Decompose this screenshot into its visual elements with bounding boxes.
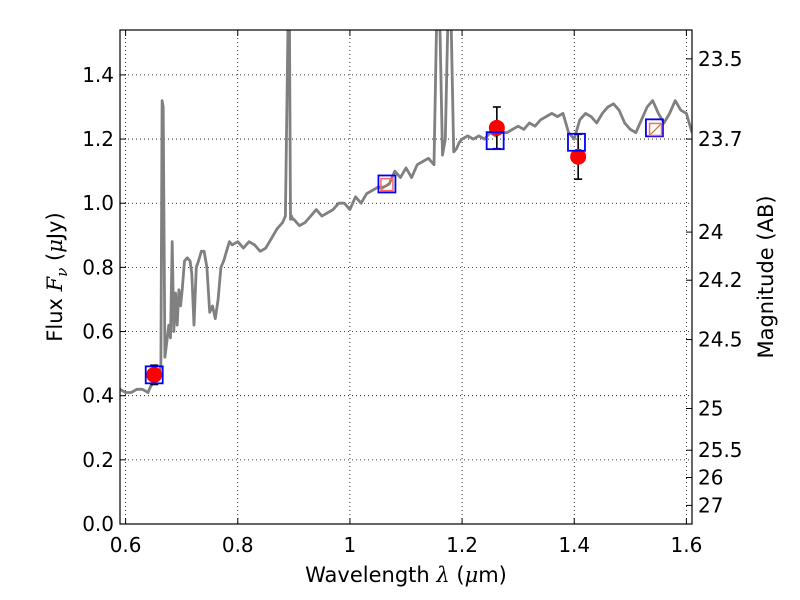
right-tick-label: 25 [698,397,723,421]
observed-point [146,366,163,383]
y-tick-label: 0.2 [82,448,114,472]
model-photometry-square [645,118,664,138]
right-tick-label: 23.7 [698,127,743,151]
x-tick-label: 1.4 [558,533,590,557]
right-tick-label: 24.2 [698,268,743,292]
y-tick-label: 0.4 [82,384,114,408]
y-axis-label: Flux Fν (μJy) [43,212,71,341]
y-tick-label: 0.0 [82,512,114,536]
right-tick-label: 25.5 [698,438,743,462]
right-tick-label: 23.5 [698,47,743,71]
y-tick-label: 0.8 [82,255,114,279]
plot-content [120,30,692,394]
right-tick-label: 26 [698,465,723,489]
series-layer [120,30,692,394]
plot-frame [119,29,693,525]
observed-point [488,119,505,136]
right-tick-label: 24 [698,220,723,244]
x-tick-label: 1.2 [446,533,478,557]
model-photometry-square [377,174,397,194]
right-axis-label: Magnitude (AB) [754,195,778,358]
plot-area [120,30,692,524]
ticks [120,30,692,525]
model-photometry-square [144,365,164,385]
y-tick-label: 0.6 [82,320,114,344]
x-tick-label: 1 [344,533,357,557]
model-photometry-square [567,132,586,152]
alt-photometry-mark [650,124,661,135]
sed-model-line [120,30,692,394]
right-tick-label: 24.5 [698,328,743,352]
x-axis-label: Wavelength λ (μm) [305,563,507,587]
alt-photometry-square [648,122,663,137]
observed-point [570,148,587,165]
y-tick-label: 1.0 [82,191,114,215]
tick-labels: 0.6 0.8 1 1.2 1.4 1.6 0.0 0.2 0.4 0.6 0.8 1.0 1.2 1.4… [82,47,742,557]
x-tick-label: 1.6 [670,533,702,557]
model-photometry-square [485,131,505,151]
x-tick-label: 0.8 [222,533,254,557]
alt-photometry-square [380,177,394,192]
x-tick-label: 0.6 [110,533,142,557]
y-tick-label: 1.2 [82,127,114,151]
alt-photometry-mark [381,179,393,191]
right-tick-label: 27 [698,493,723,517]
y-tick-label: 1.4 [82,63,114,87]
